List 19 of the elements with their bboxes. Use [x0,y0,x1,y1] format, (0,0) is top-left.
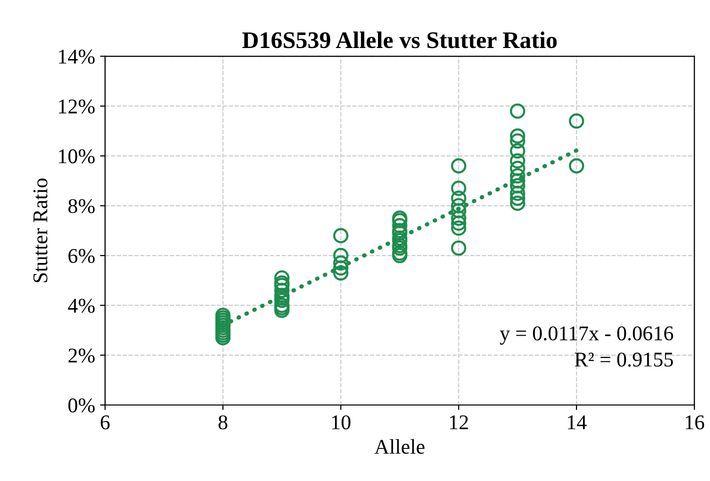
y-tick-label: 8% [68,199,95,214]
x-axis-title: Allele [374,439,424,454]
x-tick-label: 8 [218,415,228,430]
x-tick-label: 12 [450,415,468,430]
y-tick-label: 10% [59,149,95,164]
y-tick-label: 12% [59,99,95,114]
chart-title: D16S539 Allele vs Stutter Ratio [242,32,557,48]
annotation: R² = 0.9155 [574,352,673,367]
x-tick-label: 16 [686,415,704,430]
y-tick-label: 14% [59,50,95,64]
x-tick-label: 14 [568,415,587,430]
y-tick-label: 2% [68,348,95,363]
y-axis-title: Stutter Ratio [33,178,48,282]
x-tick-label: 10 [332,415,350,430]
annotation: y = 0.0117x - 0.0616 [500,326,674,345]
y-tick-label: 4% [68,298,95,313]
y-tick-label: 0% [68,398,95,413]
y-tick-label: 6% [68,248,95,264]
x-tick-label: 6 [100,415,110,430]
